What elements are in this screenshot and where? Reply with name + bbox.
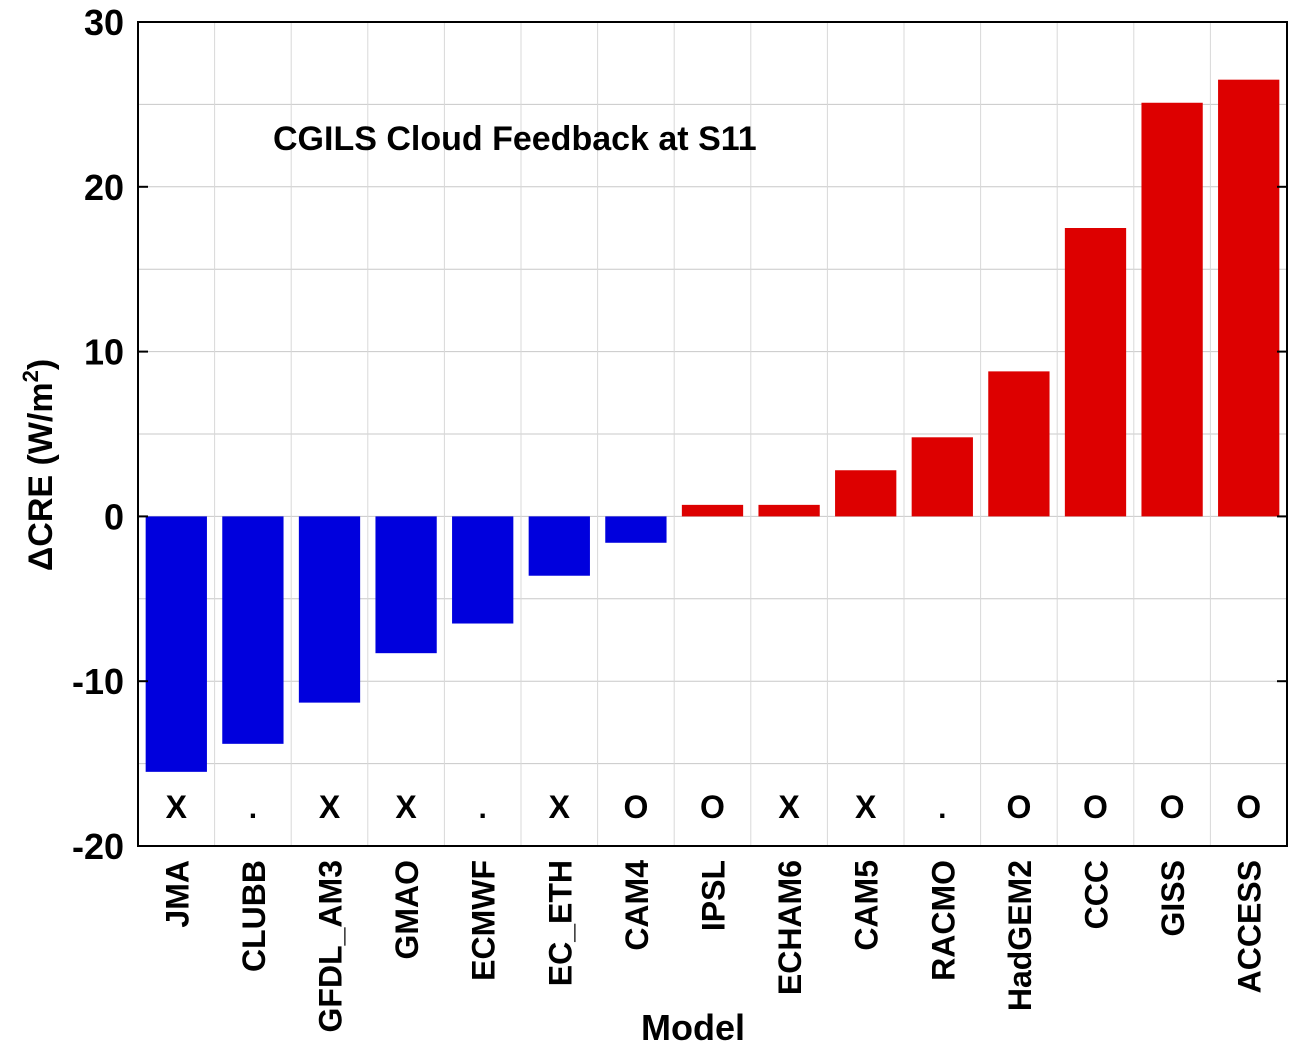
marker-label: X bbox=[855, 789, 877, 825]
bar-ccc bbox=[1064, 228, 1127, 517]
bar-hadgem2 bbox=[988, 371, 1050, 517]
marker-label: X bbox=[549, 789, 571, 825]
marker-label: . bbox=[479, 792, 487, 825]
x-axis-labels: JMA CLUBB GFDL_AM3 GMAO ECMWF EC_ETH CAM4 IPSL E… bbox=[159, 860, 1267, 1033]
marker-label: . bbox=[938, 792, 946, 825]
marker-label: O bbox=[1160, 789, 1185, 825]
marker-label: O bbox=[623, 789, 648, 825]
x-tick-label: GISS bbox=[1155, 860, 1191, 936]
bar-clubb bbox=[222, 516, 284, 744]
y-axis-title: ΔCRE (W/m2) bbox=[18, 359, 60, 571]
y-tick-label: 0 bbox=[104, 496, 124, 537]
y-axis-title-main: ΔCRE (W/m bbox=[22, 382, 60, 571]
markers: X. X X. X O O X X. O O O O bbox=[166, 789, 1262, 825]
y-axis-title-superscript: 2 bbox=[18, 370, 43, 382]
marker-label: O bbox=[700, 789, 725, 825]
bar-ecmwf bbox=[452, 516, 514, 624]
x-tick-label: RACMO bbox=[925, 860, 961, 981]
bar-giss bbox=[1141, 102, 1203, 517]
y-tick-label: 10 bbox=[84, 332, 124, 373]
bar-jma bbox=[145, 516, 207, 772]
bar-echam6 bbox=[758, 504, 820, 517]
x-tick-label: ACCESS bbox=[1232, 860, 1268, 993]
x-tick-label: IPSL bbox=[696, 860, 732, 931]
marker-label: X bbox=[778, 789, 800, 825]
bar-gfdl-am3 bbox=[298, 516, 361, 703]
marker-label: O bbox=[1083, 789, 1108, 825]
bar-ec-eth bbox=[528, 516, 590, 576]
x-tick-label: GFDL_AM3 bbox=[313, 860, 349, 1032]
y-tick-label: -10 bbox=[72, 661, 124, 702]
y-tick-label: 20 bbox=[84, 167, 124, 208]
y-axis-title-close: ) bbox=[22, 359, 60, 370]
x-tick-label: JMA bbox=[159, 860, 195, 928]
x-tick-label: HadGEM2 bbox=[1002, 860, 1038, 1011]
x-tick-label: CLUBB bbox=[236, 860, 272, 972]
marker-label: . bbox=[249, 792, 257, 825]
plot-frame bbox=[137, 21, 1288, 847]
bar-racmo bbox=[911, 437, 973, 517]
x-tick-label: CAM5 bbox=[849, 860, 885, 951]
chart-title: CGILS Cloud Feedback at S11 bbox=[273, 120, 757, 158]
y-tick-label: 30 bbox=[84, 2, 124, 43]
x-tick-label: ECHAM6 bbox=[772, 860, 808, 995]
x-tick-label: ECMWF bbox=[466, 860, 502, 981]
bar-ipsl bbox=[681, 504, 744, 517]
marker-label: X bbox=[395, 789, 417, 825]
x-tick-label: GMAO bbox=[389, 860, 425, 960]
bar-cam5 bbox=[835, 470, 897, 517]
bar-access bbox=[1218, 79, 1280, 517]
x-tick-label: CCC bbox=[1079, 860, 1115, 929]
x-tick-label: CAM4 bbox=[619, 860, 655, 951]
marker-label: O bbox=[1006, 789, 1031, 825]
marker-label: X bbox=[166, 789, 188, 825]
bars bbox=[145, 79, 1280, 772]
marker-label: X bbox=[319, 789, 341, 825]
bar-gmao bbox=[375, 516, 437, 654]
marker-label: O bbox=[1236, 789, 1261, 825]
bar-cam4 bbox=[605, 516, 667, 543]
x-tick-label: EC_ETH bbox=[542, 860, 578, 986]
y-tick-label: -20 bbox=[72, 826, 124, 867]
x-axis-title: Model bbox=[641, 1007, 745, 1043]
y-axis-ticks: 30 20 10 0 -10 -20 bbox=[72, 2, 1287, 867]
